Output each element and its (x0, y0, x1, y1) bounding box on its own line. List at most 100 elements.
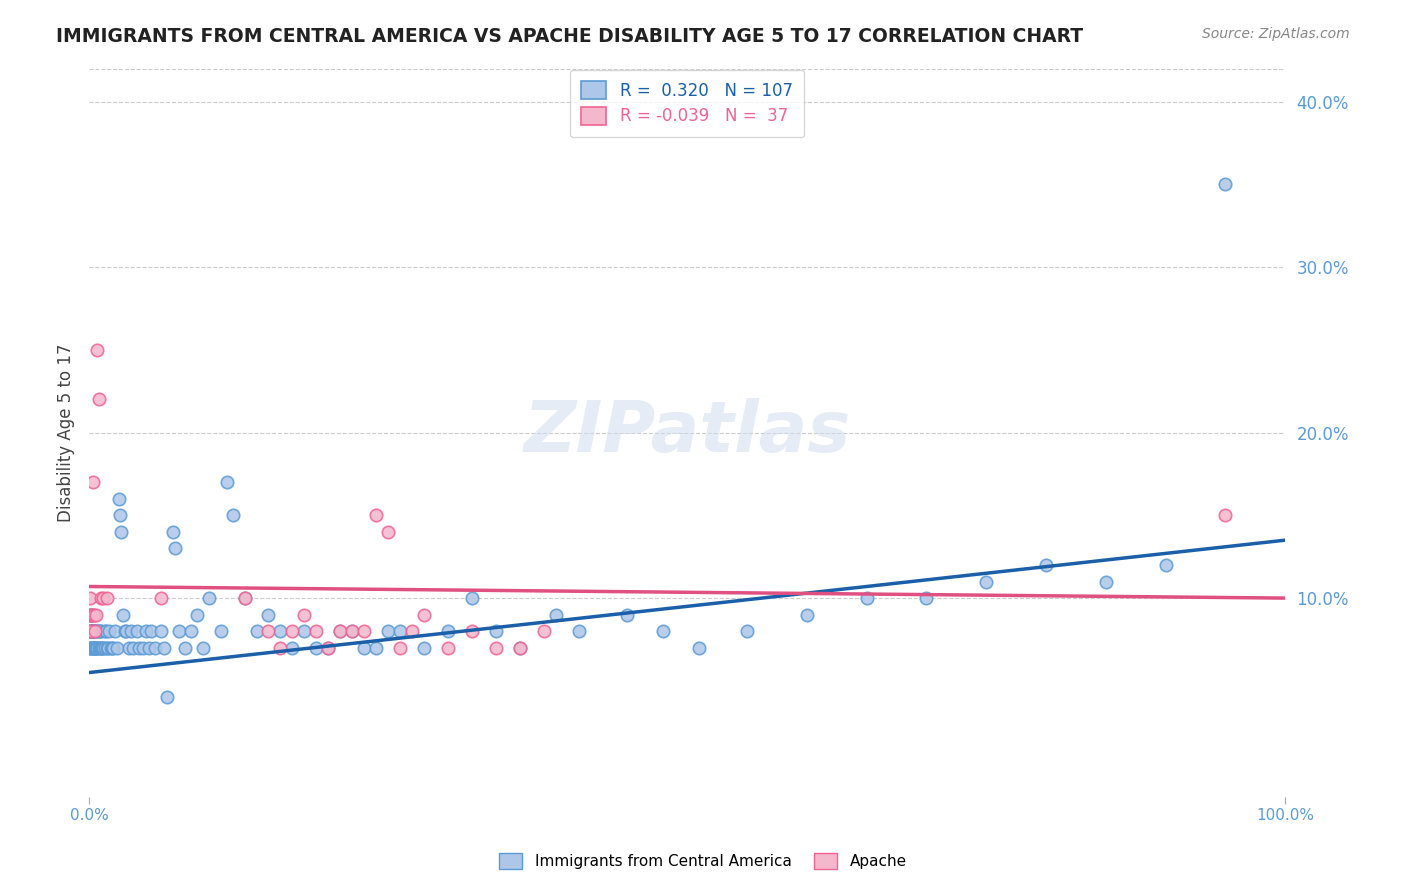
Point (143, 640, 166, 655)
Point (79, 624, 101, 639)
Point (485, 640, 508, 655)
Point (366, 508, 388, 523)
Point (82, 640, 104, 655)
Point (437, 640, 460, 655)
Point (652, 624, 675, 639)
Point (93, 624, 115, 639)
Point (84, 607, 107, 622)
Point (115, 624, 138, 639)
Point (329, 624, 352, 639)
Point (93, 640, 115, 655)
Point (342, 624, 364, 639)
Point (1215, 178, 1237, 192)
Point (84, 640, 107, 655)
Text: Source: ZipAtlas.com: Source: ZipAtlas.com (1202, 27, 1350, 41)
Point (84, 640, 107, 655)
Point (186, 607, 208, 622)
Point (82, 624, 104, 639)
Point (281, 640, 304, 655)
Point (173, 640, 195, 655)
Y-axis label: Disability Age 5 to 17: Disability Age 5 to 17 (58, 343, 75, 522)
Point (100, 640, 122, 655)
Point (437, 624, 460, 639)
Point (82, 624, 104, 639)
Point (568, 624, 591, 639)
Point (80, 607, 103, 622)
Point (316, 640, 339, 655)
Point (87, 624, 110, 639)
Point (509, 640, 531, 655)
Point (257, 624, 280, 639)
Point (413, 640, 436, 655)
Point (245, 624, 267, 639)
Point (79, 607, 101, 622)
Point (257, 607, 280, 622)
Point (90, 624, 112, 639)
Legend: Immigrants from Central America, Apache: Immigrants from Central America, Apache (494, 847, 912, 875)
Point (114, 624, 136, 639)
Point (91, 640, 114, 655)
Point (79, 607, 101, 622)
Point (90, 591, 112, 606)
Point (117, 640, 139, 655)
Point (688, 640, 710, 655)
Point (377, 524, 399, 539)
Point (316, 640, 339, 655)
Point (233, 591, 256, 606)
Point (401, 624, 423, 639)
Point (162, 524, 184, 539)
Point (191, 640, 214, 655)
Point (281, 624, 304, 639)
Point (461, 624, 484, 639)
Point (533, 624, 555, 639)
Point (544, 607, 567, 622)
Point (165, 541, 187, 556)
Point (108, 491, 131, 506)
Point (93, 591, 115, 606)
Point (122, 640, 145, 655)
Point (461, 591, 484, 606)
Point (389, 640, 412, 655)
Text: IMMIGRANTS FROM CENTRAL AMERICA VS APACHE DISABILITY AGE 5 TO 17 CORRELATION CHA: IMMIGRANTS FROM CENTRAL AMERICA VS APACH… (56, 27, 1084, 45)
Point (79, 624, 101, 639)
Point (135, 624, 157, 639)
Point (82, 607, 104, 622)
Point (104, 624, 127, 639)
Point (111, 607, 134, 622)
Point (96, 640, 118, 655)
Point (97, 640, 120, 655)
Point (87, 392, 110, 407)
Point (80, 624, 103, 639)
Point (79, 591, 101, 606)
Point (93, 640, 115, 655)
Point (221, 508, 243, 523)
Point (89, 640, 111, 655)
Point (855, 591, 877, 606)
Point (413, 607, 436, 622)
Point (167, 624, 190, 639)
Point (84, 640, 107, 655)
Point (86, 624, 108, 639)
Text: ZIPatlas: ZIPatlas (523, 398, 851, 467)
Point (83, 607, 105, 622)
Point (305, 624, 328, 639)
Point (101, 640, 124, 655)
Point (80, 640, 103, 655)
Point (1035, 558, 1057, 572)
Point (105, 640, 128, 655)
Point (77, 624, 100, 639)
Point (915, 591, 938, 606)
Point (974, 574, 997, 589)
Point (82, 640, 104, 655)
Point (84, 624, 107, 639)
Point (86, 343, 108, 357)
Point (1094, 574, 1116, 589)
Legend: R =  0.320   N = 107, R = -0.039   N =  37: R = 0.320 N = 107, R = -0.039 N = 37 (569, 70, 804, 136)
Point (180, 624, 202, 639)
Point (141, 624, 163, 639)
Point (108, 508, 131, 523)
Point (138, 640, 160, 655)
Point (1154, 558, 1177, 572)
Point (366, 640, 388, 655)
Point (90, 640, 112, 655)
